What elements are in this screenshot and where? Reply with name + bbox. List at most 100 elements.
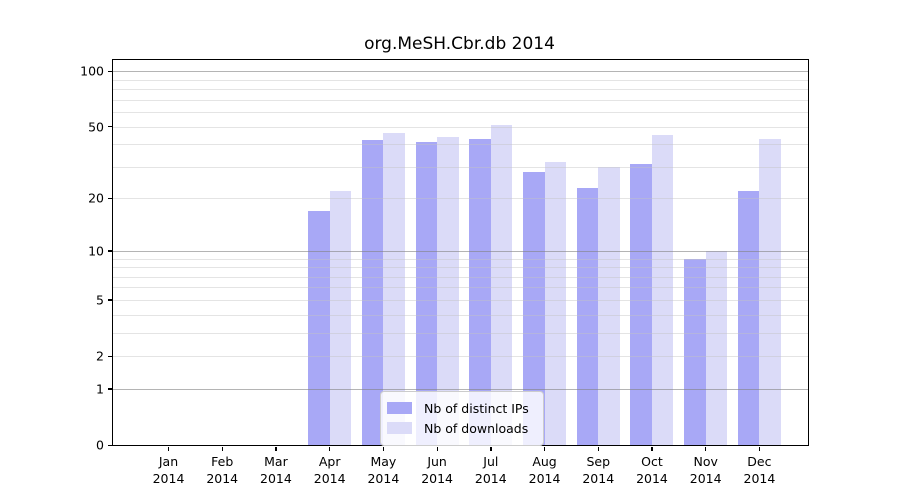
xtick-year: 2014 bbox=[474, 471, 507, 486]
gridline-minor-70 bbox=[113, 99, 808, 101]
bar-nov-downloads bbox=[705, 250, 728, 445]
xtick-month: Feb bbox=[211, 454, 234, 469]
gridline-minor-80 bbox=[113, 89, 808, 91]
xtick-month: Sep bbox=[586, 454, 611, 469]
bar-aug-downloads bbox=[544, 161, 567, 445]
ytick-label-2: 2 bbox=[96, 348, 104, 364]
ytick-mark-100 bbox=[107, 70, 112, 72]
xtick-month: May bbox=[370, 454, 397, 469]
bar-apr-downloads bbox=[329, 191, 352, 445]
ytick-mark-50 bbox=[107, 126, 112, 128]
gridline-minor-9 bbox=[113, 258, 808, 260]
xtick-label-dec: Dec 2014 bbox=[724, 453, 794, 487]
xtick-mark-sep bbox=[597, 446, 599, 451]
xtick-label-feb: Feb 2014 bbox=[187, 453, 257, 487]
xtick-label-jan: Jan 2014 bbox=[134, 453, 204, 487]
xtick-label-sep: Sep 2014 bbox=[563, 453, 633, 487]
xtick-mark-nov bbox=[705, 446, 707, 451]
xtick-year: 2014 bbox=[313, 471, 346, 486]
ytick-mark-2 bbox=[107, 355, 112, 357]
ytick-mark-1 bbox=[107, 388, 112, 390]
bar-dec-downloads bbox=[759, 138, 781, 445]
xtick-year: 2014 bbox=[260, 471, 292, 486]
xtick-mark-mar bbox=[275, 446, 277, 451]
xtick-label-apr: Apr 2014 bbox=[295, 453, 365, 487]
ytick-label-5: 5 bbox=[96, 292, 104, 308]
xtick-year: 2014 bbox=[582, 471, 615, 486]
bar-jun-ips bbox=[415, 142, 438, 445]
gridline-major-100 bbox=[113, 71, 808, 73]
ytick-mark-10 bbox=[107, 250, 112, 252]
xtick-mark-oct bbox=[651, 446, 653, 451]
gridline-minor-7 bbox=[113, 276, 808, 278]
xtick-label-nov: Nov 2014 bbox=[671, 453, 741, 487]
xtick-mark-dec bbox=[758, 446, 761, 451]
xtick-label-aug: Aug 2014 bbox=[510, 453, 580, 487]
gridline-minor-50 bbox=[113, 126, 808, 128]
gridline-minor-5 bbox=[113, 299, 808, 301]
bar-oct-downloads bbox=[651, 134, 674, 445]
xtick-label-jun: Jun 2014 bbox=[402, 453, 472, 487]
legend: Nb of distinct IPs Nb of downloads bbox=[380, 391, 544, 446]
bar-jul-downloads bbox=[490, 124, 513, 445]
ytick-label-0: 0 bbox=[96, 437, 104, 453]
gridline-minor-90 bbox=[113, 79, 808, 81]
xtick-year: 2014 bbox=[206, 471, 239, 486]
gridline-minor-8 bbox=[113, 267, 808, 269]
xtick-year: 2014 bbox=[367, 471, 400, 486]
bar-nov-ips bbox=[684, 258, 706, 445]
legend-item-distinct-ips: Nb of distinct IPs bbox=[387, 398, 535, 418]
ytick-mark-20 bbox=[107, 197, 112, 200]
xtick-month: Mar bbox=[264, 454, 288, 469]
xtick-mark-may bbox=[382, 446, 385, 451]
plot-area: 0 1 2 5 10 20 50 100 Jan 2014 Feb 2014 Mar 2014 Apr 201… bbox=[80, 59, 809, 486]
ytick-label-100: 100 bbox=[80, 63, 104, 79]
ytick-mark-0 bbox=[107, 444, 112, 446]
gridline-minor-40 bbox=[113, 144, 808, 146]
bar-jul-ips bbox=[469, 138, 491, 445]
xtick-label-oct: Oct 2014 bbox=[617, 453, 687, 487]
xtick-label-may: May 2014 bbox=[348, 453, 418, 487]
legend-label-downloads: Nb of downloads bbox=[424, 420, 529, 436]
legend-item-downloads: Nb of downloads bbox=[387, 418, 535, 438]
gridline-minor-6 bbox=[113, 287, 808, 289]
legend-swatch-downloads bbox=[387, 421, 412, 435]
xtick-year: 2014 bbox=[421, 471, 453, 486]
xtick-month: Jul bbox=[483, 454, 499, 469]
xtick-mark-feb bbox=[221, 446, 223, 451]
bar-aug-ips bbox=[523, 172, 545, 445]
xtick-mark-aug bbox=[543, 446, 546, 451]
gridline-minor-3 bbox=[113, 332, 808, 334]
xtick-month: Jan bbox=[158, 454, 179, 469]
xtick-month: Apr bbox=[318, 454, 341, 469]
legend-swatch-distinct-ips bbox=[387, 401, 412, 415]
gridline-major-10 bbox=[113, 250, 808, 252]
gridline-minor-4 bbox=[113, 314, 808, 316]
xtick-year: 2014 bbox=[743, 471, 776, 486]
bar-jun-downloads bbox=[437, 136, 459, 445]
xtick-month: Jun bbox=[427, 454, 447, 469]
ytick-mark-5 bbox=[107, 299, 112, 301]
xtick-month: Dec bbox=[747, 454, 772, 469]
bar-may-downloads bbox=[383, 133, 405, 445]
xtick-label-jul: Jul 2014 bbox=[456, 453, 526, 487]
xtick-month: Oct bbox=[641, 454, 663, 469]
xtick-month: Nov bbox=[693, 454, 718, 469]
gridline-minor-30 bbox=[113, 166, 808, 168]
xtick-mark-jun bbox=[436, 446, 438, 451]
ytick-label-10: 10 bbox=[88, 243, 104, 259]
legend-label-distinct-ips: Nb of distinct IPs bbox=[424, 400, 529, 416]
xtick-year: 2014 bbox=[689, 471, 722, 486]
xtick-year: 2014 bbox=[528, 471, 561, 486]
xtick-month: Aug bbox=[532, 454, 557, 469]
bar-sep-downloads bbox=[598, 166, 620, 445]
gridline-minor-60 bbox=[113, 112, 808, 114]
ytick-label-50: 50 bbox=[88, 119, 104, 135]
xtick-mark-jul bbox=[490, 446, 492, 451]
gridline-minor-2 bbox=[113, 356, 808, 358]
ytick-label-1: 1 bbox=[96, 381, 104, 397]
gridline-minor-20 bbox=[113, 198, 808, 200]
bar-dec-ips bbox=[737, 191, 760, 445]
xtick-year: 2014 bbox=[636, 471, 668, 486]
xtick-mark-apr bbox=[329, 446, 331, 451]
